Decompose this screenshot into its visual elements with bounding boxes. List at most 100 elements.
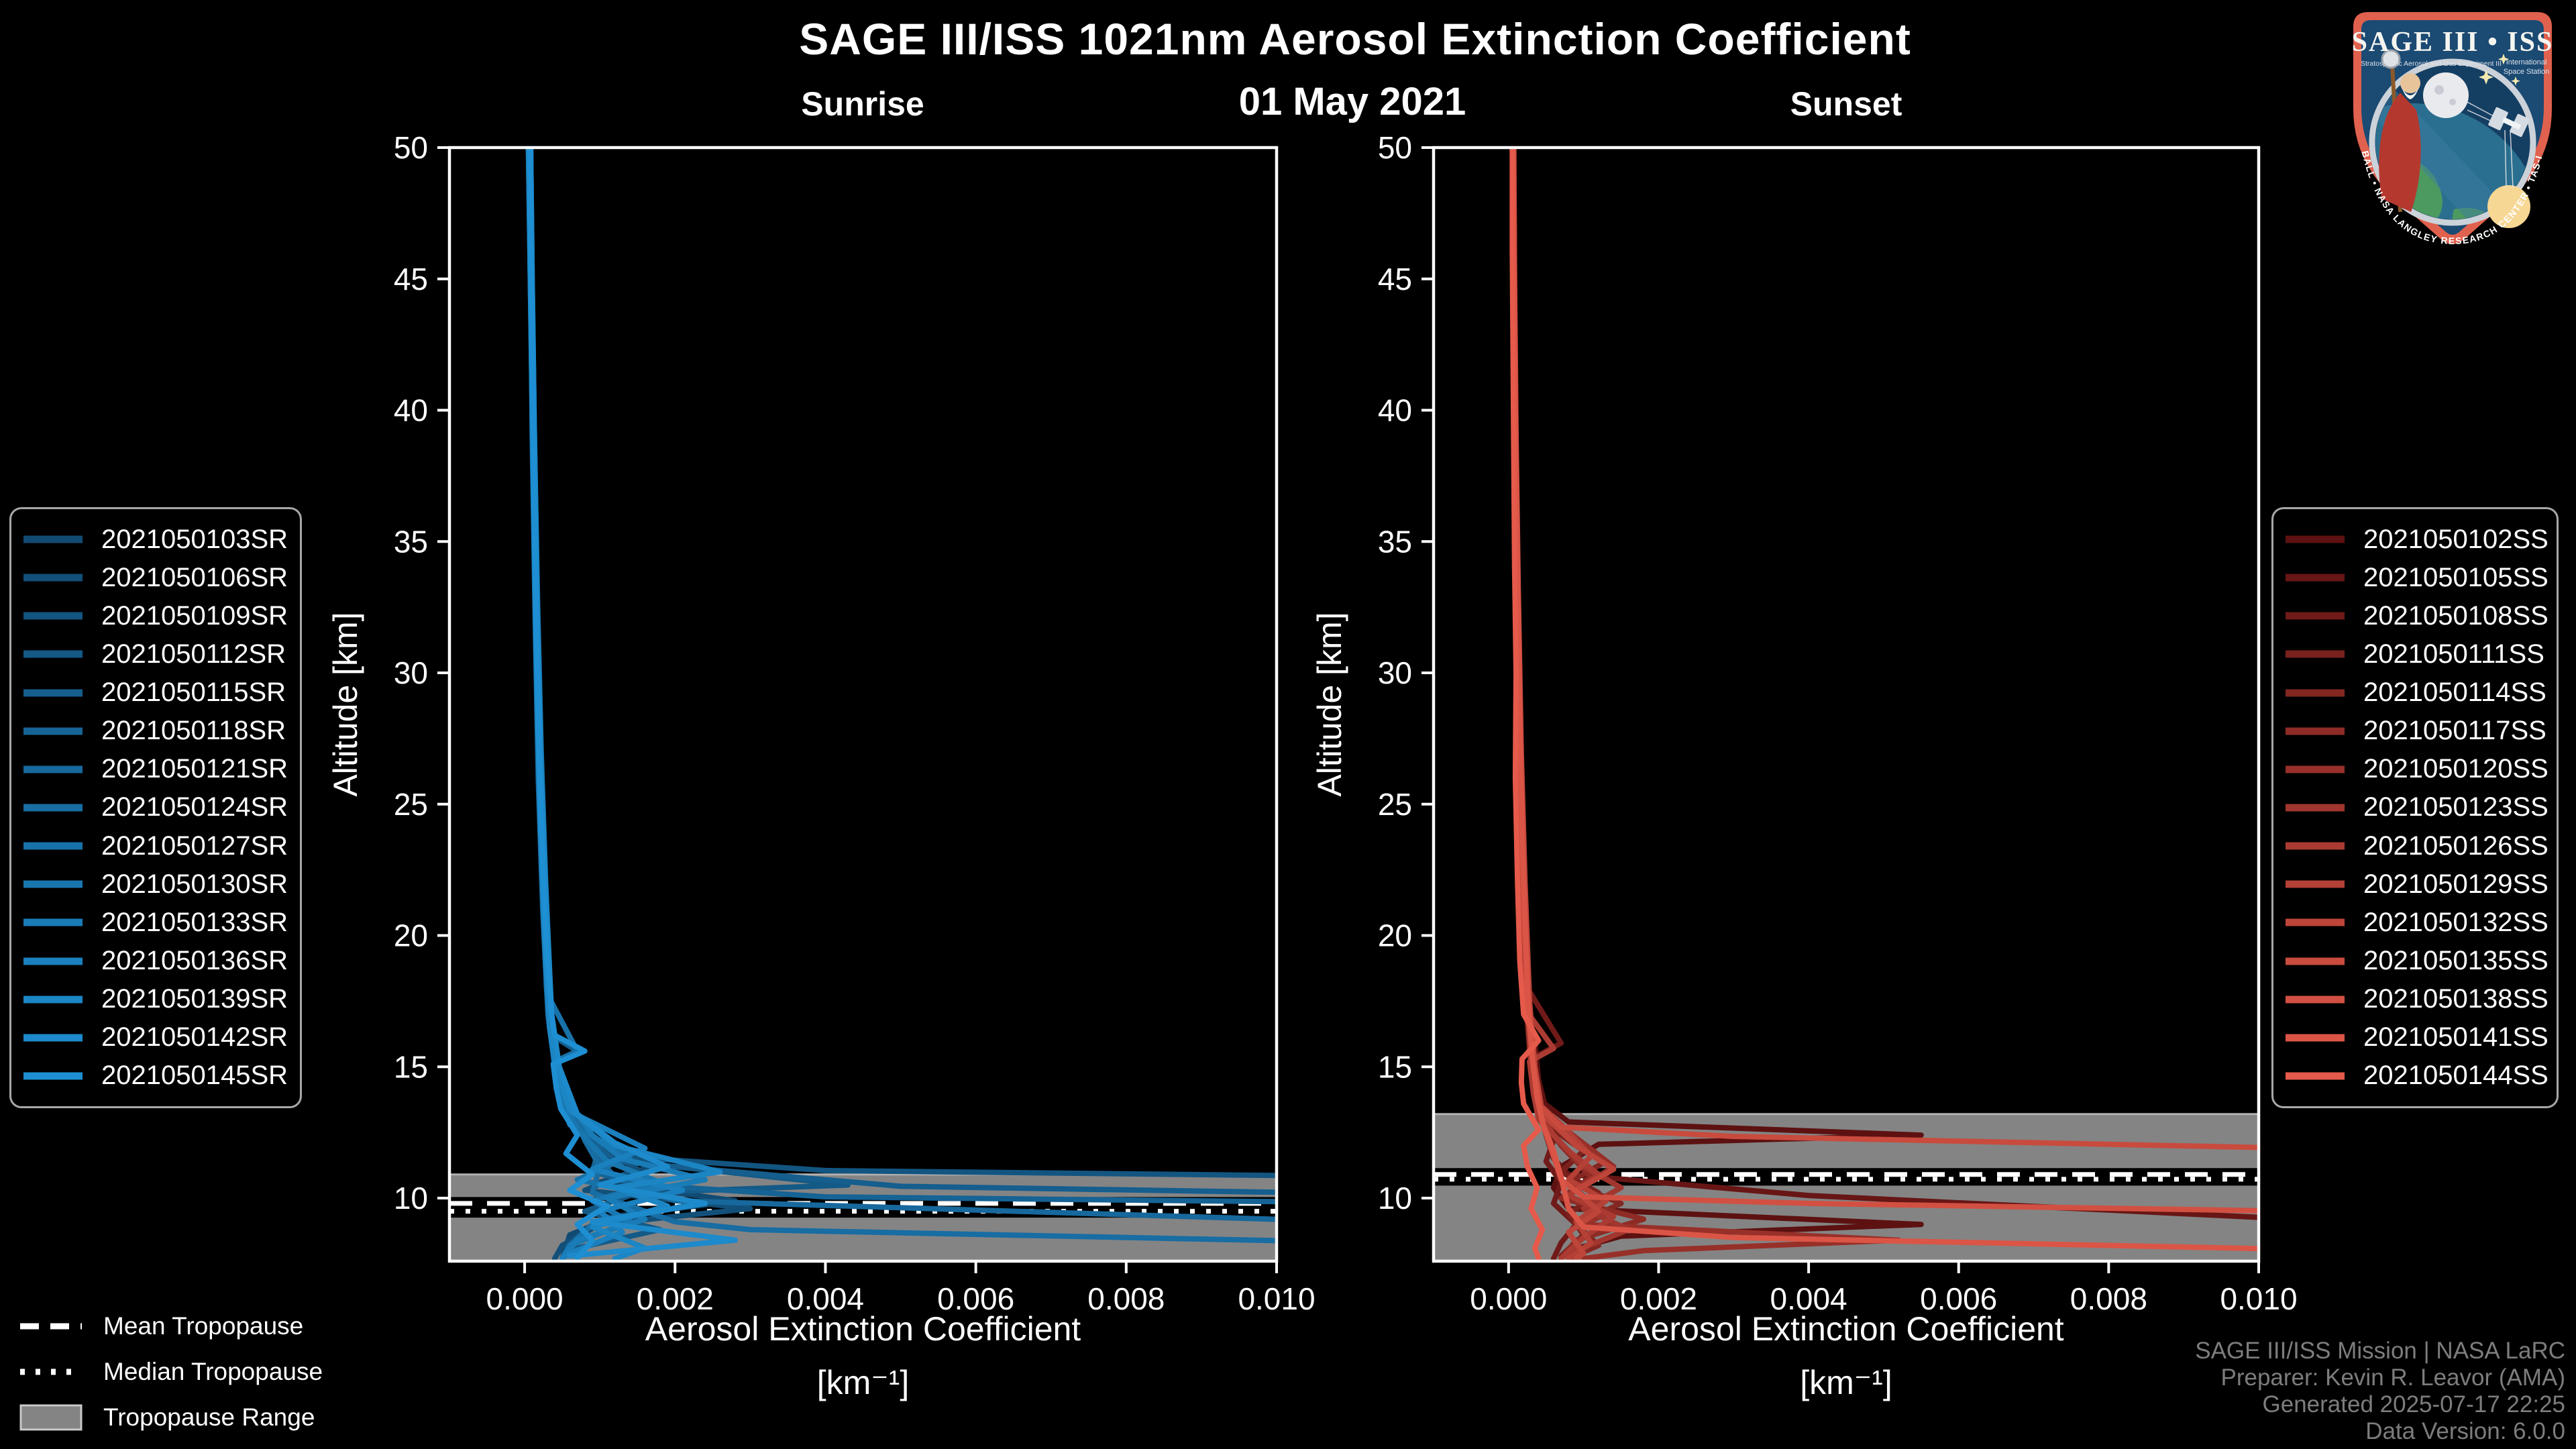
- legend-item-label: 2021050121SR: [101, 754, 288, 784]
- logo-title: SAGE III • ISS: [2352, 27, 2554, 58]
- legend-item: 2021050138SS: [2284, 983, 2550, 1016]
- series-line-2021050129SS: [1509, 148, 1609, 1261]
- legend-item-label: 2021050139SR: [101, 984, 288, 1014]
- legend-line-swatch: [23, 574, 83, 582]
- series-line-2021050130SR: [526, 148, 663, 1261]
- x-tick-label: 0.004: [787, 1281, 864, 1316]
- legend-line-swatch: [23, 880, 83, 888]
- credits-generated: Generated 2025-07-17 22:25: [2262, 1391, 2565, 1417]
- series-line-2021050105SS: [1510, 148, 2259, 1220]
- legend-item: 2021050133SR: [22, 906, 293, 939]
- legend-item-label: 2021050106SR: [101, 562, 288, 592]
- legend-item-label: 2021050102SS: [2363, 524, 2548, 554]
- legend-line-swatch: [2286, 612, 2345, 620]
- series-line-2021050141SS: [1510, 148, 2259, 1252]
- dotted-swatch: [20, 1368, 82, 1375]
- legend-item: 2021050126SS: [2284, 829, 2550, 863]
- legend-item-label: 2021050118SR: [101, 716, 286, 746]
- legend-line-swatch: [23, 996, 83, 1004]
- y-tick-label: 15: [394, 1049, 428, 1084]
- legend-line-swatch: [2286, 1072, 2345, 1080]
- series-line-2021050114SS: [1509, 148, 1624, 1261]
- legend-item: 2021050139SR: [22, 983, 293, 1016]
- legend-item: 2021050120SS: [2284, 753, 2550, 786]
- credits-block: SAGE III/ISS Mission | NASA LaRC Prepare…: [2195, 1338, 2565, 1445]
- y-tick-label: 10: [394, 1181, 428, 1216]
- y-tick-label: 50: [394, 130, 428, 165]
- legend-item-label: 2021050126SS: [2363, 830, 2548, 861]
- legend-item: 2021050111SS: [2284, 637, 2550, 671]
- legend-line-swatch: [23, 727, 83, 735]
- panel-sunset: 0.000 0.002 0.004 0.006 0.008 0.010 50 45 40 35 30…: [1311, 130, 2298, 1401]
- sunrise-panel-title: Sunrise: [801, 85, 924, 123]
- x-axis-label: Aerosol Extinction Coefficient: [645, 1310, 1081, 1348]
- series-line-2021050120SS: [1511, 148, 1902, 1261]
- legend-item: 2021050117SS: [2284, 714, 2550, 748]
- credits-data-version: Data Version: 6.0.0: [2365, 1418, 2565, 1444]
- series-line-2021050124SR: [525, 148, 1277, 1244]
- sunset-panel-title: Sunset: [1790, 85, 1902, 123]
- y-tick-label: 45: [394, 262, 428, 297]
- series-line-2021050138SS: [1509, 148, 2259, 1214]
- series-line-2021050135SS: [1510, 148, 2259, 1150]
- series-line-2021050115SR: [528, 148, 1277, 1195]
- legend-item: 2021050127SR: [22, 829, 293, 863]
- sunrise-legend: 2021050103SR 2021050106SR 2021050109SR 2021…: [9, 507, 302, 1108]
- legend-line-swatch: [2286, 842, 2345, 850]
- legend-item-label: 2021050145SR: [101, 1061, 288, 1091]
- x-axis-label: Aerosol Extinction Coefficient: [1628, 1310, 2064, 1348]
- legend-item-label: 2021050117SS: [2363, 716, 2546, 746]
- legend-line-swatch: [2286, 689, 2345, 697]
- x-axis-label-units: [km⁻¹]: [817, 1364, 909, 1401]
- legend-item-label: 2021050136SR: [101, 946, 288, 976]
- y-axis-label: Altitude [km]: [1311, 612, 1348, 796]
- series-line-2021050132SS: [1511, 148, 1617, 1261]
- logo-moon-crater: [2434, 85, 2444, 95]
- y-axis-label: Altitude [km]: [327, 612, 364, 796]
- logo-subtitle-right-1: International: [2506, 58, 2547, 66]
- y-tick-label: 40: [394, 393, 428, 428]
- y-tick-label: 40: [1378, 393, 1412, 428]
- x-tick-label: 0.004: [1770, 1281, 1847, 1316]
- x-tick-label: 0.002: [637, 1281, 714, 1316]
- tropopause-legend-label: Mean Tropopause: [103, 1312, 304, 1340]
- y-tick-label: 25: [1378, 787, 1412, 822]
- series-line-2021050121SR: [527, 148, 1277, 1222]
- tropopause-legend-label: Tropopause Range: [103, 1403, 315, 1431]
- legend-line-swatch: [2286, 804, 2345, 812]
- legend-item-label: 2021050129SS: [2363, 869, 2548, 899]
- y-tick-label: 50: [1378, 130, 1412, 165]
- y-tick-label: 20: [394, 918, 428, 953]
- logo-moon: [2423, 72, 2469, 118]
- x-tick-label: 0.006: [1920, 1281, 1997, 1316]
- logo-head: [2400, 73, 2420, 93]
- tropopause-legend-item: Tropopause Range: [19, 1401, 323, 1434]
- legend-item-label: 2021050105SS: [2363, 562, 2548, 592]
- logo-earth: [2375, 103, 2530, 219]
- x-tick-label: 0.000: [1470, 1281, 1547, 1316]
- plot-frame: [1432, 146, 2261, 1263]
- legend-line-swatch: [2286, 535, 2345, 543]
- logo-stars: [2479, 54, 2520, 86]
- logo-beard: [2402, 87, 2419, 99]
- y-tick-label: 30: [1378, 655, 1412, 690]
- legend-item: 2021050108SS: [2284, 599, 2550, 633]
- tropopause-legend-label: Median Tropopause: [103, 1358, 323, 1385]
- legend-line-swatch: [23, 957, 83, 965]
- legend-item: 2021050115SR: [22, 676, 293, 710]
- credits-preparer: Preparer: Kevin R. Leavor (AMA): [2220, 1364, 2565, 1391]
- legend-item: 2021050141SS: [2284, 1021, 2550, 1055]
- legend-item: 2021050102SS: [2284, 523, 2550, 556]
- x-tick-label: 0.002: [1620, 1281, 1697, 1316]
- legend-item: 2021050124SR: [22, 791, 293, 824]
- legend-line-swatch: [2286, 918, 2345, 926]
- logo-subtitle-left: Stratospheric Aerosol and Gas Experiment…: [2361, 60, 2502, 68]
- legend-line-swatch: [2286, 765, 2345, 773]
- legend-item: 2021050121SR: [22, 753, 293, 786]
- legend-item-label: 2021050141SS: [2363, 1022, 2548, 1053]
- legend-item-label: 2021050144SS: [2363, 1061, 2548, 1091]
- legend-item-label: 2021050130SR: [101, 869, 288, 899]
- legend-item-label: 2021050111SS: [2363, 639, 2544, 669]
- legend-item-label: 2021050115SR: [101, 678, 286, 708]
